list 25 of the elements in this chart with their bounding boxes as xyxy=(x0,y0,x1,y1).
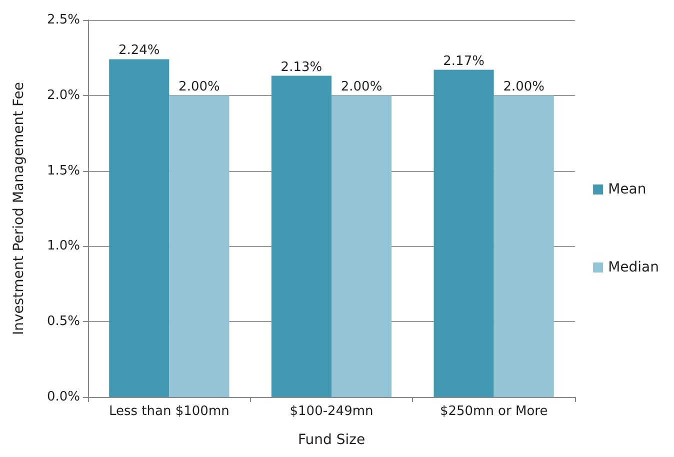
bar xyxy=(109,59,170,397)
x-tick-label: $250mn or More xyxy=(440,404,548,419)
data-label: 2.00% xyxy=(503,79,545,94)
data-label: 2.24% xyxy=(118,43,160,58)
data-label: 2.17% xyxy=(443,54,484,69)
y-tick-label: 1.5% xyxy=(46,163,80,178)
x-axis-title: Fund Size xyxy=(298,432,366,448)
y-tick-label: 0.5% xyxy=(46,314,80,330)
y-tick-label: 2.0% xyxy=(46,88,80,103)
y-tick-label: 2.5% xyxy=(46,12,80,28)
bar xyxy=(332,95,392,397)
y-axis-title: Investment Period Management Fee xyxy=(11,82,27,336)
bar xyxy=(271,76,332,397)
data-label: 2.13% xyxy=(280,60,322,75)
bar xyxy=(494,95,554,397)
legend-label: Mean xyxy=(608,182,646,198)
data-label: 2.00% xyxy=(340,79,382,94)
y-tick-label: 1.0% xyxy=(46,238,80,254)
bar xyxy=(169,95,230,397)
bar xyxy=(434,70,494,397)
data-label: 2.00% xyxy=(178,79,220,94)
x-tick-label: $100-249mn xyxy=(290,404,374,419)
y-tick-label: 0.0% xyxy=(46,390,80,404)
x-tick-label: Less than $100mn xyxy=(108,404,230,419)
legend-label: Median xyxy=(608,260,659,276)
